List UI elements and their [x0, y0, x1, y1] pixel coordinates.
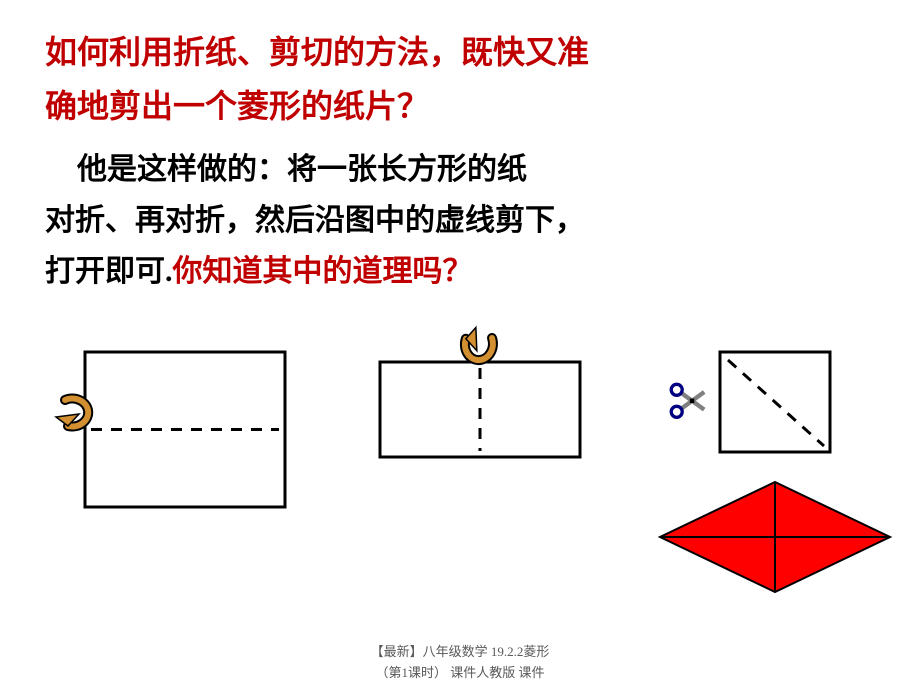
- diagram-area: [0, 322, 920, 582]
- question-title: 如何利用折纸、剪切的方法，既快又准 确地剪出一个菱形的纸片？: [0, 0, 920, 144]
- fold-step-2: [380, 327, 580, 457]
- title-line2: 确地剪出一个菱形的纸片？: [45, 88, 429, 124]
- fold-arrow-icon: [464, 327, 495, 362]
- fold-step-1: [56, 352, 285, 507]
- scissors-icon: [671, 384, 704, 417]
- body-line1: 他是这样做的：将一张长方形的纸: [77, 153, 527, 186]
- fold-arrow-icon: [56, 398, 88, 426]
- body-line3a: 打开即可.: [45, 255, 173, 288]
- diagram-svg: [0, 322, 920, 602]
- slide-footer: 【最新】八年级数学 19.2.2菱形 （第1课时） 课件人教版 课件: [0, 641, 920, 684]
- cut-step: [671, 352, 830, 452]
- result-rhombus: [660, 482, 890, 592]
- title-line1: 如何利用折纸、剪切的方法，既快又准: [45, 34, 589, 70]
- body-line2: 对折、再对折，然后沿图中的虚线剪下，: [45, 204, 585, 237]
- explanation-body: 他是这样做的：将一张长方形的纸 对折、再对折，然后沿图中的虚线剪下， 打开即可.…: [0, 144, 920, 297]
- footer-line1: 【最新】八年级数学 19.2.2菱形: [371, 644, 550, 659]
- body-line3b: 你知道其中的道理吗？: [173, 255, 473, 288]
- footer-line2: （第1课时） 课件人教版 课件: [375, 665, 544, 680]
